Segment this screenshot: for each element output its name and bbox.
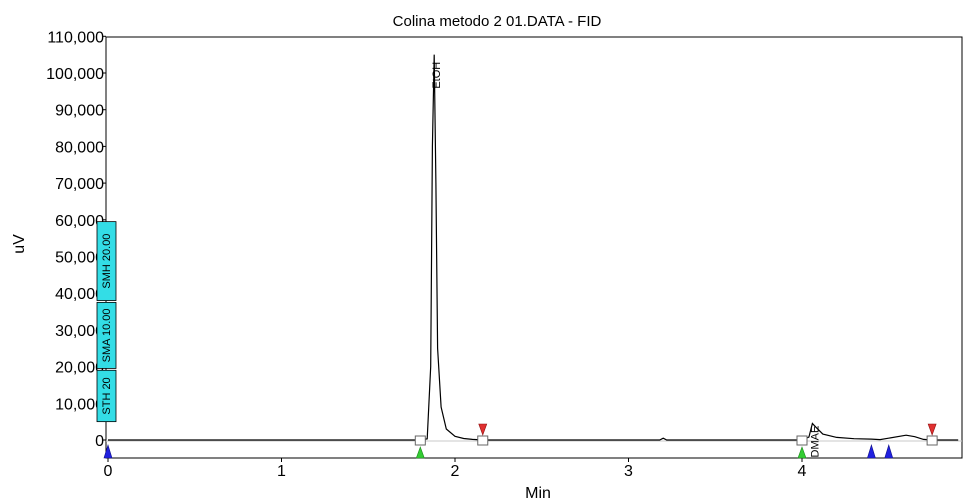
plot-frame: [105, 36, 963, 459]
y-tick-label: 60,000: [55, 213, 104, 230]
y-tick-label: 40,000: [55, 286, 104, 303]
end-event-marker: [927, 423, 937, 436]
x-tick-label: 4: [798, 463, 807, 480]
timed-event-box: [96, 301, 117, 369]
start-event-marker: [797, 446, 807, 459]
end-event-marker: [478, 423, 488, 436]
baseline-marker: [477, 435, 489, 446]
y-tick-label: 110,000: [47, 29, 104, 46]
y-tick-label: 100,000: [46, 66, 104, 83]
start-event-marker: [415, 446, 425, 459]
y-tick-label: 90,000: [55, 103, 104, 120]
x-tick-label: 0: [104, 463, 113, 480]
baseline-marker: [796, 435, 808, 446]
timed-event-box: [96, 221, 117, 301]
y-tick-label: 30,000: [55, 323, 104, 340]
x-tick-label: 2: [451, 463, 460, 480]
timed-event-box: [96, 369, 117, 423]
timed-event-label: SMH 20.00: [101, 234, 113, 289]
blue-event-marker: [866, 443, 876, 459]
chart-title: Colina metodo 2 01.DATA - FID: [393, 13, 602, 30]
plot-area: 0 10,000 20,000 30,000 40,000 50,000 60,000 70,…: [46, 29, 963, 480]
peak-label: EtOH: [431, 62, 443, 89]
x-tick-label: 3: [624, 463, 633, 480]
timed-event-label: STH 20: [101, 377, 113, 414]
baseline-marker: [414, 435, 426, 446]
y-axis-title: uV: [11, 234, 28, 254]
blue-event-marker: [884, 443, 894, 459]
signal-trace: [108, 54, 959, 441]
x-axis-title: Min: [525, 485, 551, 502]
y-tick-label: 20,000: [55, 360, 104, 377]
x-tick-label: 1: [277, 463, 286, 480]
y-tick-label: 50,000: [55, 250, 104, 267]
baseline-marker: [926, 435, 938, 446]
y-tick-label: 10,000: [55, 396, 104, 413]
y-tick-label: 0: [95, 433, 104, 450]
timed-event-label: SMA 10.00: [101, 308, 113, 362]
y-tick-label: 80,000: [55, 139, 104, 156]
blue-event-marker: [103, 443, 113, 459]
peak-label: DMAE: [809, 426, 821, 458]
y-tick-label: 70,000: [55, 176, 104, 193]
